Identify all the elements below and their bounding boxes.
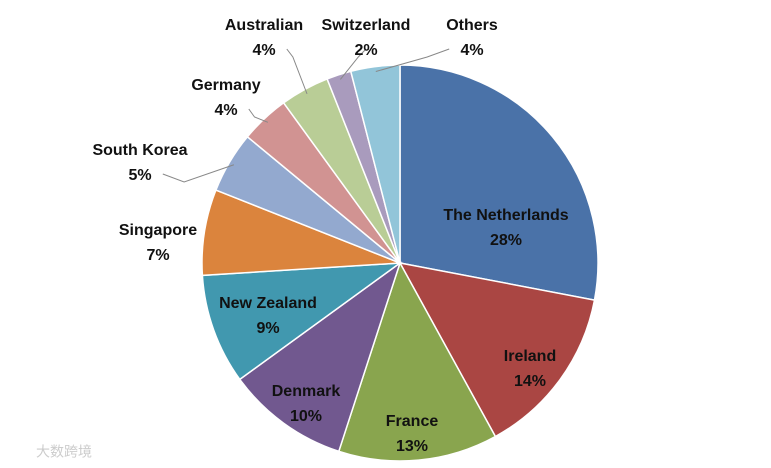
slice-value: 5%	[128, 167, 151, 184]
slice-value: 14%	[514, 373, 546, 390]
pie-slice	[398, 261, 596, 438]
slice-value: 7%	[146, 247, 169, 264]
slice-label: Denmark	[272, 383, 341, 400]
slice-value: 10%	[290, 408, 322, 425]
slice-value: 4%	[214, 102, 237, 119]
leader-line	[339, 48, 367, 80]
leader-line	[248, 108, 269, 123]
leader-line	[286, 48, 308, 95]
slice-label: Australian	[225, 17, 303, 34]
slice-value: 4%	[252, 42, 275, 59]
slice-label: Ireland	[504, 348, 556, 365]
pie-slice	[337, 261, 497, 462]
slice-value: 13%	[396, 438, 428, 455]
slice-value: 28%	[490, 232, 522, 249]
slice-label: New Zealand	[219, 295, 317, 312]
slice-label: France	[386, 413, 439, 430]
slice-value: 4%	[460, 42, 483, 59]
pie-slice	[201, 262, 403, 381]
slice-value: 9%	[256, 320, 279, 337]
watermark: 大数跨境	[36, 444, 92, 460]
pie-slice	[238, 261, 402, 453]
slice-value: 2%	[354, 42, 377, 59]
leader-line	[375, 48, 450, 73]
slice-label: Singapore	[119, 222, 197, 239]
slice-label: South Korea	[92, 142, 187, 159]
slice-label: Switzerland	[322, 17, 411, 34]
slice-label: Others	[446, 17, 498, 34]
slice-label: The Netherlands	[443, 207, 568, 224]
pie-slice	[399, 64, 599, 301]
slice-label: Germany	[191, 77, 260, 94]
leader-line	[162, 164, 235, 183]
